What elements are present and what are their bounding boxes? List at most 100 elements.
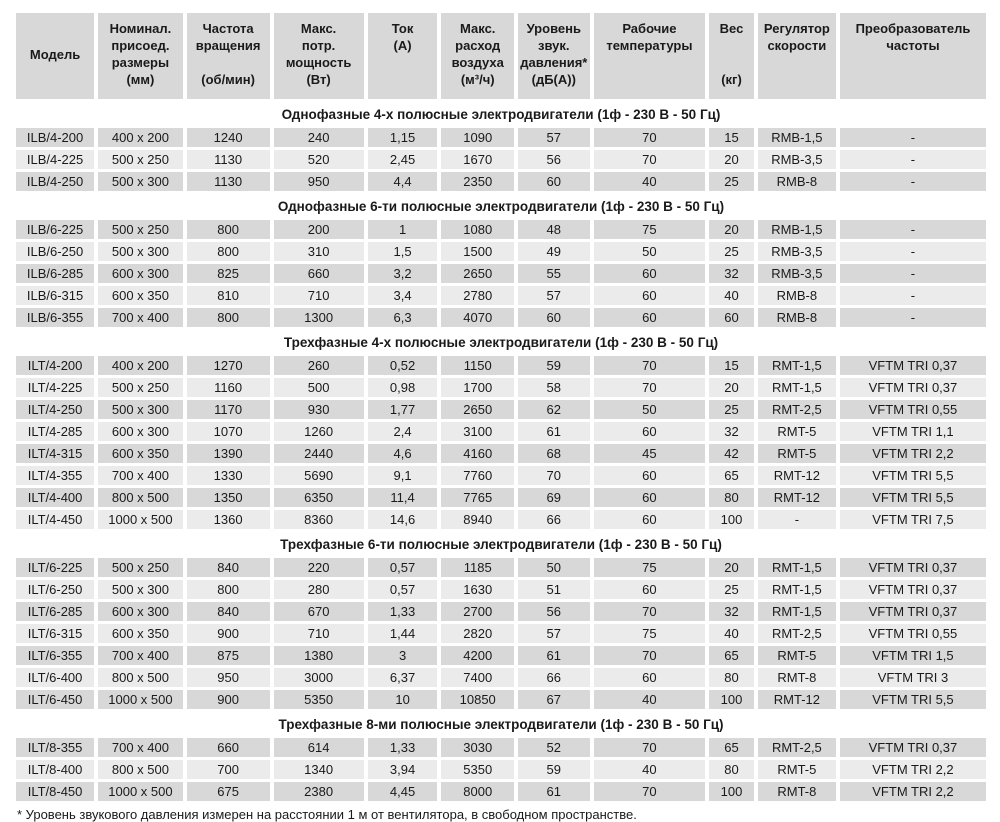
cell-dims: 400 x 200 bbox=[98, 356, 183, 375]
cell-weight: 100 bbox=[709, 690, 754, 709]
cell-power: 6350 bbox=[273, 488, 364, 507]
cell-power: 710 bbox=[273, 286, 364, 305]
cell-dims: 1000 x 500 bbox=[98, 510, 183, 529]
cell-weight: 32 bbox=[709, 602, 754, 621]
cell-weight: 80 bbox=[709, 488, 754, 507]
col-header-current: Ток (А) bbox=[367, 13, 438, 99]
cell-rpm: 1160 bbox=[186, 378, 270, 397]
cell-weight: 100 bbox=[709, 510, 754, 529]
cell-regulator: RMT-1,5 bbox=[757, 580, 836, 599]
cell-airflow: 2820 bbox=[441, 624, 514, 643]
cell-dims: 600 x 350 bbox=[98, 444, 183, 463]
spec-table: Модель Номинал. присоед. размеры (мм) Част… bbox=[12, 10, 990, 804]
cell-regulator: RMB-3,5 bbox=[757, 242, 836, 261]
cell-sound: 52 bbox=[517, 738, 590, 757]
cell-temp: 40 bbox=[593, 760, 706, 779]
cell-weight: 15 bbox=[709, 128, 754, 147]
cell-regulator: RMB-8 bbox=[757, 172, 836, 191]
cell-airflow: 1630 bbox=[441, 580, 514, 599]
cell-sound: 66 bbox=[517, 510, 590, 529]
cell-temp: 75 bbox=[593, 558, 706, 577]
cell-weight: 20 bbox=[709, 220, 754, 239]
cell-airflow: 2780 bbox=[441, 286, 514, 305]
cell-temp: 70 bbox=[593, 356, 706, 375]
cell-converter: - bbox=[839, 128, 986, 147]
cell-dims: 600 x 300 bbox=[98, 422, 183, 441]
cell-power: 280 bbox=[273, 580, 364, 599]
cell-airflow: 7400 bbox=[441, 668, 514, 687]
cell-model: ILT/4-315 bbox=[16, 444, 95, 463]
cell-airflow: 2700 bbox=[441, 602, 514, 621]
cell-converter: VFTM TRI 0,55 bbox=[839, 400, 986, 419]
cell-weight: 20 bbox=[709, 150, 754, 169]
cell-rpm: 1130 bbox=[186, 172, 270, 191]
cell-sound: 57 bbox=[517, 128, 590, 147]
cell-airflow: 4070 bbox=[441, 308, 514, 327]
cell-sound: 60 bbox=[517, 308, 590, 327]
table-row: ILT/4-225 500 x 250 1160 500 0,98 1700 58 70 20 R… bbox=[16, 378, 986, 397]
cell-converter: VFTM TRI 0,37 bbox=[839, 356, 986, 375]
cell-regulator: RMT-12 bbox=[757, 488, 836, 507]
cell-temp: 50 bbox=[593, 400, 706, 419]
cell-rpm: 840 bbox=[186, 558, 270, 577]
cell-current: 1 bbox=[367, 220, 438, 239]
col-header-dims: Номинал. присоед. размеры (мм) bbox=[98, 13, 183, 99]
cell-temp: 70 bbox=[593, 150, 706, 169]
table-row: ILT/6-250 500 x 300 800 280 0,57 1630 51 60 25 RM… bbox=[16, 580, 986, 599]
cell-converter: - bbox=[839, 172, 986, 191]
cell-weight: 40 bbox=[709, 624, 754, 643]
cell-dims: 500 x 300 bbox=[98, 242, 183, 261]
cell-airflow: 7760 bbox=[441, 466, 514, 485]
cell-regulator: RMT-8 bbox=[757, 782, 836, 801]
cell-current: 3,4 bbox=[367, 286, 438, 305]
cell-weight: 80 bbox=[709, 668, 754, 687]
cell-model: ILT/6-400 bbox=[16, 668, 95, 687]
cell-current: 6,3 bbox=[367, 308, 438, 327]
cell-converter: VFTM TRI 0,55 bbox=[839, 624, 986, 643]
cell-dims: 800 x 500 bbox=[98, 668, 183, 687]
cell-model: ILB/6-250 bbox=[16, 242, 95, 261]
cell-rpm: 660 bbox=[186, 738, 270, 757]
cell-dims: 600 x 300 bbox=[98, 264, 183, 283]
col-header-weight: Вес (кг) bbox=[709, 13, 754, 99]
table-row: ILT/6-285 600 x 300 840 670 1,33 2700 56 70 32 RM… bbox=[16, 602, 986, 621]
cell-temp: 60 bbox=[593, 488, 706, 507]
cell-model: ILT/4-285 bbox=[16, 422, 95, 441]
cell-sound: 68 bbox=[517, 444, 590, 463]
table-row: ILT/6-450 1000 x 500 900 5350 10 10850 67 40 100… bbox=[16, 690, 986, 709]
cell-power: 220 bbox=[273, 558, 364, 577]
cell-power: 950 bbox=[273, 172, 364, 191]
cell-airflow: 2350 bbox=[441, 172, 514, 191]
cell-regulator: RMT-2,5 bbox=[757, 400, 836, 419]
cell-model: ILB/6-225 bbox=[16, 220, 95, 239]
cell-temp: 70 bbox=[593, 782, 706, 801]
cell-regulator: RMT-1,5 bbox=[757, 558, 836, 577]
cell-power: 2440 bbox=[273, 444, 364, 463]
table-body: Однофазные 4-х полюсные электродвигатели… bbox=[16, 102, 986, 801]
cell-rpm: 825 bbox=[186, 264, 270, 283]
cell-regulator: RMT-1,5 bbox=[757, 378, 836, 397]
cell-current: 0,57 bbox=[367, 580, 438, 599]
cell-power: 614 bbox=[273, 738, 364, 757]
cell-model: ILB/6-315 bbox=[16, 286, 95, 305]
cell-power: 1380 bbox=[273, 646, 364, 665]
col-header-regulator: Регулятор скорости bbox=[757, 13, 836, 99]
cell-rpm: 900 bbox=[186, 624, 270, 643]
cell-converter: VFTM TRI 0,37 bbox=[839, 558, 986, 577]
cell-model: ILB/4-200 bbox=[16, 128, 95, 147]
cell-rpm: 1350 bbox=[186, 488, 270, 507]
cell-dims: 500 x 250 bbox=[98, 558, 183, 577]
cell-rpm: 900 bbox=[186, 690, 270, 709]
col-header-model: Модель bbox=[16, 13, 95, 99]
cell-model: ILT/6-315 bbox=[16, 624, 95, 643]
cell-model: ILT/6-450 bbox=[16, 690, 95, 709]
cell-power: 3000 bbox=[273, 668, 364, 687]
cell-model: ILB/4-225 bbox=[16, 150, 95, 169]
cell-rpm: 875 bbox=[186, 646, 270, 665]
cell-dims: 800 x 500 bbox=[98, 488, 183, 507]
cell-current: 4,45 bbox=[367, 782, 438, 801]
cell-dims: 600 x 350 bbox=[98, 624, 183, 643]
cell-dims: 500 x 250 bbox=[98, 220, 183, 239]
cell-power: 500 bbox=[273, 378, 364, 397]
cell-model: ILT/4-400 bbox=[16, 488, 95, 507]
